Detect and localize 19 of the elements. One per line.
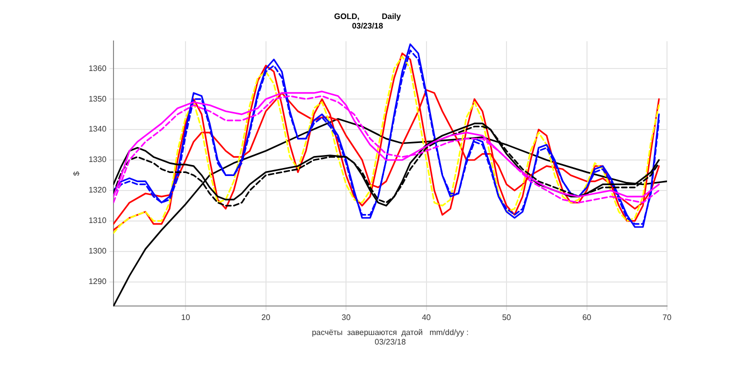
x-axis-title: расчёты завершаются датой mm/dd/yy : 03/23/18 (312, 328, 469, 346)
x-tick-label: 30 (342, 313, 352, 322)
chart-subtitle: 03/23/18 (352, 22, 384, 31)
x-tick-label: 50 (502, 313, 512, 322)
chart-title: GOLD, Daily (334, 12, 402, 22)
y-tick-label: 1320 (88, 186, 107, 195)
x-tick-label: 20 (261, 313, 271, 322)
y-tick-label: 1290 (88, 277, 107, 286)
x-tick-label: 60 (582, 313, 592, 322)
y-tick-label: 1310 (88, 216, 107, 226)
y-axis-title: $ (72, 170, 82, 176)
y-tick-label: 1360 (88, 64, 107, 73)
x-tick-label: 40 (422, 313, 432, 322)
x-tick-label: 70 (662, 313, 672, 322)
y-tick-label: 1300 (88, 246, 107, 256)
y-tick-label: 1350 (88, 94, 107, 104)
y-tick-label: 1340 (88, 124, 107, 134)
y-tick-label: 1330 (88, 155, 107, 164)
x-tick-label: 10 (181, 313, 191, 322)
